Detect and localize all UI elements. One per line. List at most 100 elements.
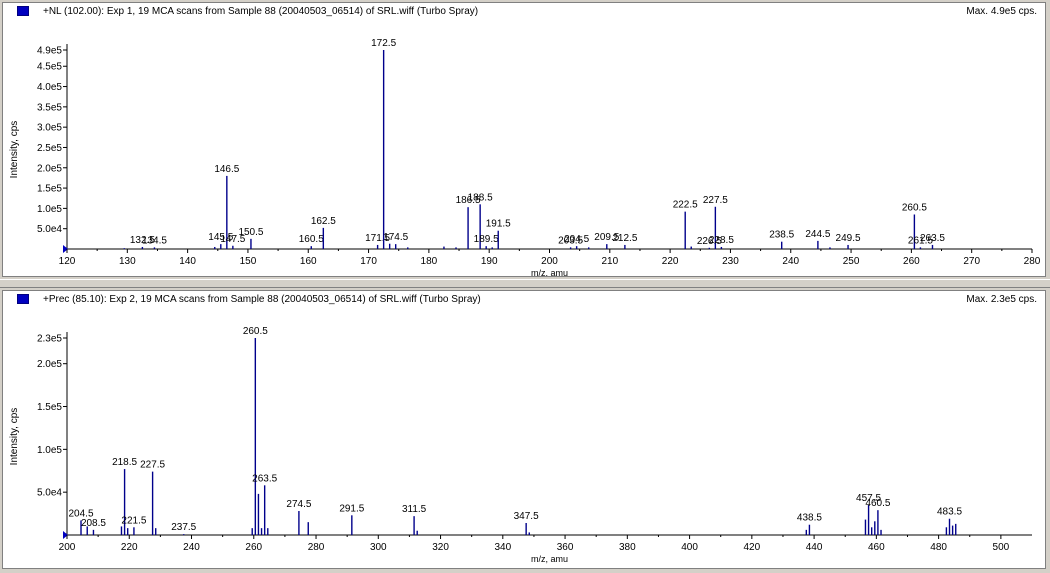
x-tick-label: 140 [179, 256, 196, 267]
spectrum-title: +NL (102.00): Exp 1, 19 MCA scans from S… [43, 6, 479, 17]
series-color-marker[interactable] [17, 294, 29, 304]
peak-label: 483.5 [937, 507, 962, 518]
x-tick-label: 220 [121, 542, 138, 553]
x-tick-label: 280 [308, 542, 325, 553]
x-tick-label: 320 [432, 542, 449, 553]
peak-label: 222.5 [673, 200, 698, 211]
peak-label: 162.5 [311, 216, 336, 227]
peak-label: 460.5 [865, 498, 890, 509]
x-tick-label: 420 [743, 542, 760, 553]
y-tick-label: 2.3e5 [37, 334, 62, 345]
x-tick-label: 200 [541, 256, 558, 267]
x-tick-label: 480 [930, 542, 947, 553]
peak-label: 457.5 [856, 493, 881, 504]
y-tick-label: 1.5e5 [37, 184, 62, 195]
y-tick-label: 5.0e4 [37, 488, 62, 499]
spectrum-plot-1[interactable]: 120 130 140 150 160 170 180 190 200 210 220 230 240 2… [3, 3, 1045, 276]
peak-label: 237.5 [171, 522, 196, 533]
peak-label: 263.5 [252, 473, 277, 484]
x-tick-label: 340 [494, 542, 511, 553]
peak-label: 147.5 [220, 234, 245, 245]
x-tick-label: 500 [993, 542, 1010, 553]
spectrum-plot-2[interactable]: 200 220 240 260 280 300 320 340 360 380 400 420 440 4… [3, 291, 1045, 568]
peak-label: 204.5 [68, 508, 93, 519]
x-tick-label: 400 [681, 542, 698, 553]
x-axis-title: m/z, amu [531, 268, 568, 276]
peak-label: 134.5 [142, 235, 167, 246]
x-tick-label: 360 [557, 542, 574, 553]
peak-label: 212.5 [612, 233, 637, 244]
peak-label: 209.5 [594, 232, 619, 243]
x-tick-label: 460 [868, 542, 885, 553]
x-axis-title: m/z, amu [531, 554, 568, 564]
max-intensity-label: Max. 4.9e5 cps. [966, 6, 1037, 17]
peak-label: 172.5 [371, 38, 396, 49]
x-tick-label: 240 [183, 542, 200, 553]
series-color-marker[interactable] [17, 6, 29, 16]
axis-origin-marker [63, 531, 68, 539]
panel-header: +Prec (85.10): Exp 2, 19 MCA scans from … [3, 291, 1045, 309]
max-intensity-label: Max. 2.3e5 cps. [966, 294, 1037, 305]
x-tick-label: 440 [806, 542, 823, 553]
peak-label: 311.5 [402, 504, 427, 515]
x-tick-label: 210 [601, 256, 618, 267]
peak-label: 191.5 [486, 219, 511, 230]
peak-label: 203.5 [558, 235, 583, 246]
x-tick-label: 240 [782, 256, 799, 267]
spectrum-panel-1: +NL (102.00): Exp 1, 19 MCA scans from S… [2, 2, 1046, 277]
peak-label: 260.5 [902, 202, 927, 213]
peak-label: 244.5 [805, 229, 830, 240]
peak-label: 291.5 [339, 503, 364, 514]
peak-label: 132.5 [130, 235, 155, 246]
x-tick-label: 130 [119, 256, 136, 267]
peak-label: 171.5 [365, 233, 390, 244]
y-tick-label: 3.5e5 [37, 102, 62, 113]
y-tick-label: 1.0e5 [37, 204, 62, 215]
x-tick-label: 160 [300, 256, 317, 267]
x-tick-label: 250 [843, 256, 860, 267]
peak-label: 145.5 [208, 232, 233, 243]
peak-label: 208.5 [81, 518, 106, 529]
peak-label: 150.5 [238, 227, 263, 238]
x-tick-label: 270 [963, 256, 980, 267]
y-tick-label: 5.0e4 [37, 224, 62, 235]
y-tick-label: 1.0e5 [37, 445, 62, 456]
x-tick-label: 170 [360, 256, 377, 267]
x-tick-label: 180 [421, 256, 438, 267]
peak-label: 204.5 [564, 234, 589, 245]
axis-origin-marker [63, 245, 68, 253]
peak-label: 174.5 [383, 232, 408, 243]
y-axis-title: Intensity, cps [9, 408, 20, 466]
y-tick-label: 2.0e5 [37, 359, 62, 370]
peak-label: 227.5 [140, 460, 165, 471]
x-tick-label: 120 [59, 256, 76, 267]
x-tick-label: 380 [619, 542, 636, 553]
y-tick-label: 2.0e5 [37, 163, 62, 174]
y-axis-title: Intensity, cps [9, 121, 20, 179]
y-tick-label: 4.0e5 [37, 82, 62, 93]
peak-label: 188.5 [468, 192, 493, 203]
peak-label: 274.5 [286, 499, 311, 510]
peak-label: 226.5 [697, 236, 722, 247]
y-tick-label: 2.5e5 [37, 143, 62, 154]
x-tick-label: 230 [722, 256, 739, 267]
peak-label: 146.5 [214, 164, 239, 175]
peak-label: 221.5 [121, 515, 146, 526]
y-tick-label: 3.0e5 [37, 123, 62, 134]
peak-label: 227.5 [703, 195, 728, 206]
peak-label: 260.5 [243, 326, 268, 337]
peak-label: 347.5 [514, 511, 539, 522]
peak-label: 186.5 [456, 195, 481, 206]
peak-label: 438.5 [797, 513, 822, 524]
x-tick-label: 220 [662, 256, 679, 267]
x-tick-label: 280 [1024, 256, 1041, 267]
peak-label: 238.5 [769, 230, 794, 241]
x-tick-label: 190 [481, 256, 498, 267]
y-tick-label: 4.5e5 [37, 62, 62, 73]
x-tick-label: 260 [245, 542, 262, 553]
peak-label: 160.5 [299, 234, 324, 245]
peak-label: 218.5 [112, 457, 137, 468]
peak-label: 263.5 [920, 233, 945, 244]
pane-splitter[interactable] [0, 279, 1050, 288]
peak-label: 249.5 [836, 233, 861, 244]
